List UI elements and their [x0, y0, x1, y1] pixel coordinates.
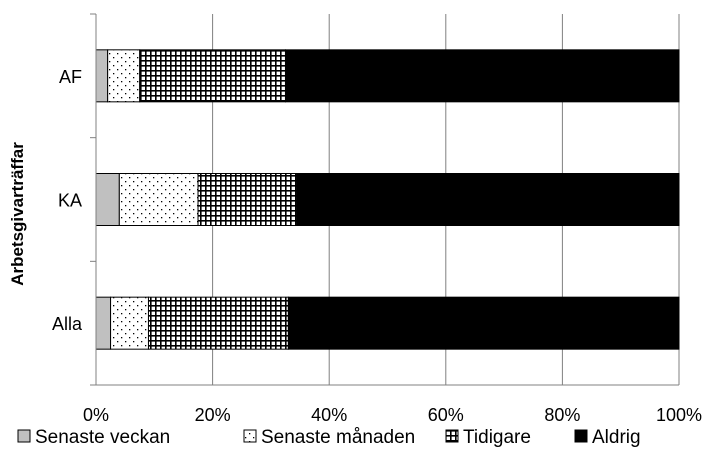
legend-swatch — [243, 429, 257, 443]
category-label: Alla — [52, 314, 83, 334]
legend-label: Tidigare — [463, 427, 531, 448]
bars — [95, 49, 680, 350]
bar-segment — [197, 173, 298, 226]
x-tick-label: 60% — [428, 405, 464, 425]
x-tick-label: 40% — [311, 405, 347, 425]
legend-swatch — [445, 429, 459, 443]
y-axis-title: Arbetsgivarträffar — [8, 142, 27, 286]
bar-segment — [95, 49, 109, 103]
x-tick-label: 80% — [544, 405, 580, 425]
bar-segment — [287, 296, 680, 350]
bar-segment — [139, 49, 286, 103]
legend-swatch — [17, 429, 31, 443]
legend-label: Senaste månaden — [261, 427, 415, 448]
axes — [90, 13, 679, 386]
bar-segment — [110, 296, 149, 350]
bar-segment — [95, 173, 120, 226]
bar-segment — [95, 296, 112, 350]
legend-label: Senaste veckan — [35, 427, 170, 448]
legend-label: Aldrig — [592, 427, 641, 448]
bar-segment — [296, 173, 680, 226]
category-label: AF — [59, 67, 82, 87]
bar-segment — [118, 173, 199, 226]
category-label: KA — [58, 191, 82, 211]
x-tick-label: 100% — [656, 405, 702, 425]
legend-swatch — [574, 429, 588, 443]
bar-segment — [147, 296, 289, 350]
legend: Senaste veckan Senaste månaden Tidigare Ald… — [17, 427, 641, 448]
x-tick-label: 20% — [195, 405, 231, 425]
bar-segment — [284, 49, 680, 103]
bar-segment — [107, 49, 141, 103]
category-labels: AF KA Alla — [52, 67, 83, 334]
x-tick-labels: 0% 20% 40% 60% 80% 100% — [83, 405, 702, 425]
x-tick-label: 0% — [83, 405, 109, 425]
